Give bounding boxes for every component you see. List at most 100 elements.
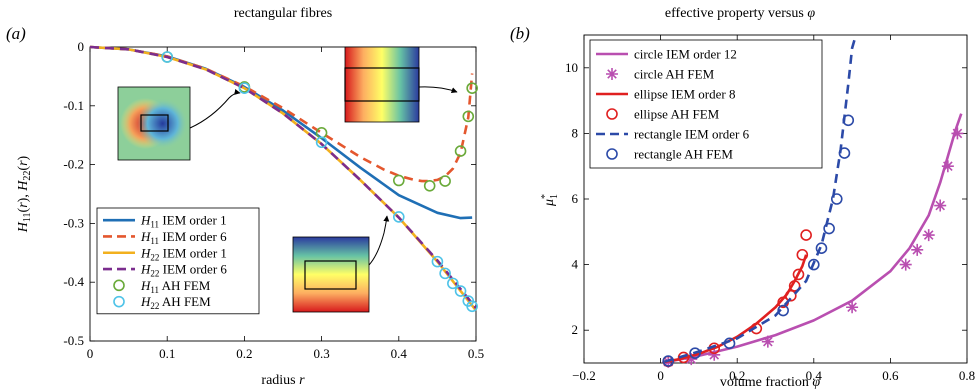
data-point [792,268,805,281]
panel-a-x-axis-label: radius r [261,373,305,388]
panel-a-label: (a) [6,24,26,43]
series-h22-ah-fem [161,51,478,313]
x-tick-label: 0.8 [959,368,975,383]
data-point [800,229,812,241]
legend-label: rectangle AH FEM [634,147,733,162]
x-tick-label: 0.4 [391,346,408,361]
data-point [462,110,475,123]
data-point-star [708,348,721,361]
data-point [689,347,701,359]
legend-entry: ellipse AH FEM [606,107,720,122]
data-point [823,222,835,235]
data-point [466,300,478,313]
legend-marker [606,108,618,120]
data-point-star [934,199,947,212]
data-point [842,114,855,127]
data-point [838,147,851,159]
data-point [423,179,436,192]
series-h11-ah-fem [161,51,478,192]
axes-frame [89,46,477,342]
y-tick-label: 8 [572,125,579,140]
y-tick-label: 2 [572,322,579,337]
data-point [454,145,467,157]
legend-marker [606,68,618,80]
legend-entry: rectangle AH FEM [606,147,733,162]
data-point [315,136,328,149]
inset-dipole-field [117,86,191,161]
legend-entry: H22 AH FEM [113,294,211,311]
series-line [664,34,858,363]
data-point [315,127,328,139]
series-rectangle-ah-fem [662,114,855,367]
legend-label: H22 AH FEM [140,294,211,311]
series-rectangle-iem-order-6 [664,34,858,363]
y-tick-label: 10 [565,60,578,75]
data-point [830,193,843,205]
data-point [447,277,459,290]
panel-b-title: effective property versus φ [665,6,815,21]
panel-a-plot-area [89,45,478,313]
legend-label: rectangle IEM order 6 [634,127,750,142]
legend-entry: rectangle IEM order 6 [596,127,750,142]
data-point [466,82,478,94]
data-point-star [761,335,774,348]
legend-entry: H11 IEM order 6 [103,229,227,246]
x-tick-label: 0 [657,368,664,383]
data-point [807,258,820,271]
legend-entry: ellipse IEM order 8 [596,87,735,102]
panel-b-x-axis-label: volume fraction φ [720,375,821,390]
panel-b-y-axis-label: μ*1 [540,194,560,207]
panel-a-axes: 0 0.1 0.2 0.3 0.4 0.5 0 -0.1 -0.2 -0.3 -0.4 -0.5 rad… [16,39,484,388]
legend-entry: H22 IEM order 6 [103,262,227,279]
data-point [796,248,809,261]
data-point [439,175,451,187]
legend-label: ellipse IEM order 8 [634,87,735,102]
data-point-star [899,258,912,271]
legend-label: H22 IEM order 1 [140,245,227,262]
panel-b-axes: −0.2 0 0.2 0.4 0.6 0.8 2 4 6 8 10 volume fraction φ… [540,34,975,390]
series-h11-iem-order-6 [89,45,474,183]
panel-b-plot-area [662,34,964,368]
data-point [788,280,801,292]
legend-label: H11 IEM order 6 [140,229,227,246]
legend-entry: H11 AH FEM [113,278,211,295]
y-tick-label: 0 [78,39,85,54]
x-tick-label: 0 [87,346,94,361]
x-tick-label: −0.2 [572,368,596,383]
panel-a-y-axis-label: H11(r), H22(r) [16,155,33,233]
panel-b-legend: circle IEM order 12 circle AH FEM ellipse … [589,39,823,169]
legend-label: ellipse AH FEM [634,107,720,122]
x-tick-label: 0.4 [806,368,823,383]
data-point-star [941,160,954,173]
data-point [454,285,467,297]
data-point [785,289,797,302]
data-point [392,174,405,187]
legend-entry: H11 IEM order 1 [103,213,227,230]
x-tick-label: 0.6 [882,368,899,383]
legend-label: H11 AH FEM [140,278,211,295]
y-tick-label: -0.4 [63,274,84,289]
y-tick-label: -0.1 [63,98,84,113]
legend-marker [113,279,125,292]
data-point [777,304,789,317]
data-point [815,242,828,254]
data-point [238,82,251,94]
y-tick-label: 4 [572,257,579,272]
x-tick-label: 0.2 [236,346,252,361]
legend-marker [113,295,125,308]
y-tick-label: -0.5 [63,333,84,348]
panel-b-label: (b) [510,24,530,43]
y-tick-label: 6 [572,191,579,206]
data-point-star [846,301,859,314]
inset-horizontal-gradient-field [344,46,420,123]
legend-label: circle IEM order 12 [634,47,737,62]
series-h22-iem-order-6 [89,45,478,309]
series-circle-iem-order-12 [664,113,963,364]
series-line [664,113,963,364]
legend-entry: circle AH FEM [606,67,715,82]
data-point-star [922,229,935,242]
data-point [392,211,405,223]
legend-box [589,39,823,169]
panel-a: (a) rectangular fibres 0 0.1 0.2 0.3 0.4 0.50… [6,6,484,388]
